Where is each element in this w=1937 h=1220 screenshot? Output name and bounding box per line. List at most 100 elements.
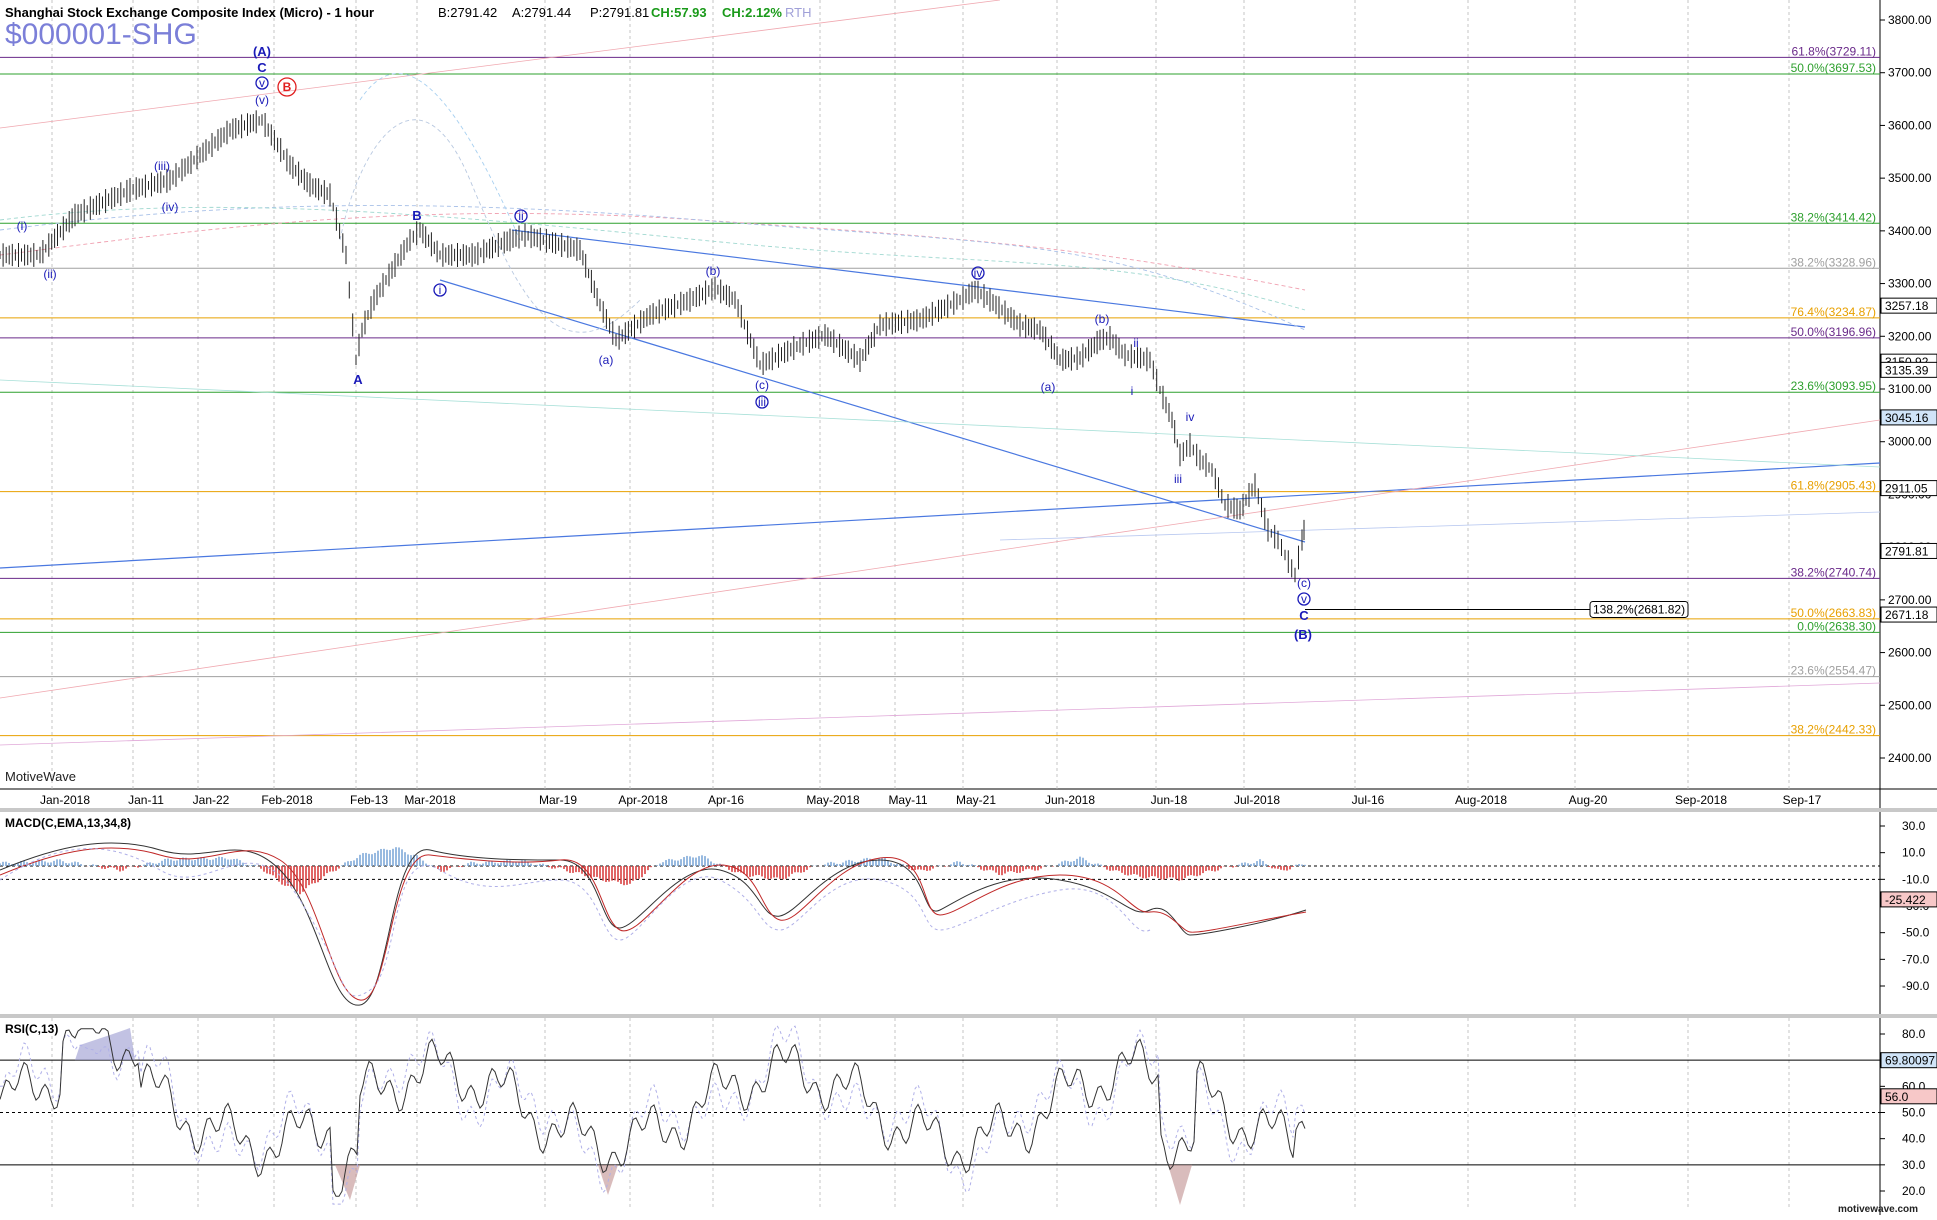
- fib-level-label: 61.8%(3729.11): [1791, 44, 1876, 58]
- price-axis-label: 2700.00: [1888, 593, 1932, 607]
- time-axis-label: Aug-2018: [1455, 793, 1507, 807]
- fib-level-label: 50.0%(2663.83): [1791, 606, 1876, 620]
- price-readout: P:2791.81: [590, 5, 649, 20]
- time-axis-label: May-21: [956, 793, 996, 807]
- symbol-label: $000001-SHG: [5, 18, 197, 51]
- rsi-axis-label: 80.0: [1902, 1027, 1926, 1041]
- panel-splitter-rsi[interactable]: [0, 1014, 1937, 1018]
- wave-label: (a): [1041, 380, 1056, 394]
- wave-label: B: [283, 80, 292, 94]
- macd-tag-label: -25.422: [1885, 893, 1926, 907]
- fib-level-label: 38.2%(2442.33): [1791, 723, 1876, 737]
- macd-axis-label: -10.0: [1902, 872, 1930, 886]
- price-tag-label: 2671.18: [1885, 608, 1929, 622]
- time-axis-label: Mar-2018: [404, 793, 456, 807]
- wave-label: (A): [253, 44, 271, 59]
- wave-label: (iii): [154, 159, 170, 173]
- fib-level-label: 38.2%(3414.42): [1791, 210, 1876, 224]
- macd-title: MACD(C,EMA,13,34,8): [5, 816, 131, 830]
- bid-readout: B:2791.42: [438, 5, 497, 20]
- time-axis-label: Feb-2018: [261, 793, 313, 807]
- price-tag-label: 2911.05: [1885, 482, 1928, 496]
- wave-label: v: [1301, 592, 1307, 606]
- wave-label: B: [412, 208, 421, 223]
- price-axis-label: 2600.00: [1888, 646, 1932, 660]
- price-tag-label: 3257.18: [1885, 299, 1929, 313]
- wave-label: iv: [1186, 410, 1195, 424]
- wave-label: C: [257, 60, 267, 75]
- fib-level-label: 38.2%(3328.96): [1791, 255, 1876, 269]
- macd-axis-label: -50.0: [1902, 926, 1930, 940]
- wave-label: (c): [1297, 576, 1311, 590]
- time-axis-label: Apr-16: [708, 793, 744, 807]
- time-axis-label: Sep-2018: [1675, 793, 1727, 807]
- wave-label: (c): [755, 378, 769, 392]
- fib-level-label: 76.4%(3234.87): [1791, 305, 1876, 319]
- time-axis-label: Jan-11: [128, 793, 164, 807]
- time-axis-label: Jun-2018: [1045, 793, 1095, 807]
- change-percent: CH:2.12%: [722, 5, 782, 20]
- macd-axis-label: 10.0: [1902, 846, 1926, 860]
- fib-level-label: 0.0%(2638.30): [1797, 619, 1876, 633]
- price-axis-label: 3400.00: [1888, 224, 1932, 238]
- time-axis-label: Jun-18: [1151, 793, 1188, 807]
- fib-level-label: 38.2%(2740.74): [1791, 565, 1876, 579]
- panel-splitter-macd[interactable]: [0, 808, 1937, 812]
- fib-level-label: 23.6%(2554.47): [1791, 664, 1876, 678]
- wave-label: (b): [1095, 312, 1110, 326]
- change-points: CH:57.93: [651, 5, 707, 20]
- price-tag-label: 2791.81: [1885, 544, 1929, 558]
- rsi-axis-label: 20.0: [1902, 1184, 1926, 1198]
- price-axis-label: 3700.00: [1888, 66, 1932, 80]
- wave-label: (i): [17, 219, 28, 233]
- rsi-tag-label: 69.80097: [1885, 1054, 1935, 1068]
- time-axis-label: Jan-2018: [40, 793, 90, 807]
- time-axis-label: Jul-16: [1352, 793, 1385, 807]
- wave-label: iii: [1174, 472, 1182, 486]
- price-axis-label: 3100.00: [1888, 382, 1932, 396]
- macd-axis-label: -90.0: [1902, 979, 1930, 993]
- time-axis-label: Mar-19: [539, 793, 577, 807]
- rsi-axis-label: 30.0: [1902, 1158, 1926, 1172]
- price-tag-label: 3045.16: [1885, 411, 1929, 425]
- price-axis-label: 2400.00: [1888, 751, 1932, 765]
- wave-label: i: [1131, 384, 1134, 398]
- wave-label: C: [1299, 608, 1309, 623]
- session-label: RTH: [785, 5, 811, 20]
- wave-label: (a): [599, 353, 614, 367]
- wave-label: i: [439, 283, 442, 297]
- wave-label: A: [353, 372, 363, 387]
- fib-level-label: 23.6%(3093.95): [1791, 379, 1876, 393]
- wave-label: (b): [706, 264, 721, 278]
- time-axis-label: Feb-13: [350, 793, 388, 807]
- price-axis-label: 2500.00: [1888, 698, 1932, 712]
- wave-label: v: [259, 76, 265, 90]
- brand-footer: motivewave.com: [1838, 1204, 1918, 1215]
- extension-label: 138.2%(2681.82): [1593, 602, 1685, 616]
- ask-readout: A:2791.44: [512, 5, 571, 20]
- price-axis-label: 3200.00: [1888, 329, 1932, 343]
- price-axis[interactable]: 3800.003700.003600.003500.003400.003300.…: [1880, 13, 1937, 765]
- rsi-axis-label: 50.0: [1902, 1106, 1926, 1120]
- fib-level-label: 50.0%(3196.96): [1791, 325, 1876, 339]
- time-axis-label: Sep-17: [1783, 793, 1822, 807]
- time-axis-label: Aug-20: [1569, 793, 1608, 807]
- price-axis-label: 3300.00: [1888, 277, 1932, 291]
- wave-label: ii: [518, 209, 523, 223]
- time-axis-label: Jan-22: [193, 793, 230, 807]
- time-axis-label: Apr-2018: [618, 793, 668, 807]
- wave-label: (B): [1294, 627, 1312, 642]
- wave-label: (v): [255, 93, 269, 107]
- wave-label: iii: [758, 395, 766, 409]
- fib-level-label: 61.8%(2905.43): [1791, 479, 1876, 493]
- price-axis-label: 3000.00: [1888, 435, 1932, 449]
- wave-label: (iv): [162, 200, 179, 214]
- time-axis-label: May-11: [888, 793, 927, 807]
- price-axis-label: 3500.00: [1888, 171, 1932, 185]
- rsi-axis-label: 40.0: [1902, 1132, 1926, 1146]
- time-axis-label: Jul-2018: [1234, 793, 1280, 807]
- watermark: MotiveWave: [5, 769, 76, 784]
- macd-axis-label: 30.0: [1902, 819, 1926, 833]
